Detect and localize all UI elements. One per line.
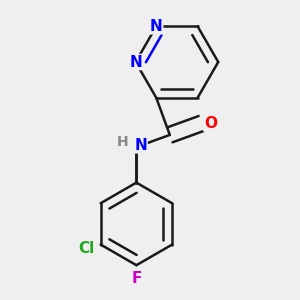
Text: O: O [204, 116, 217, 131]
Text: Cl: Cl [78, 241, 94, 256]
Text: N: N [150, 19, 163, 34]
Text: N: N [134, 138, 147, 153]
Text: N: N [129, 55, 142, 70]
Text: H: H [117, 135, 129, 149]
Text: F: F [131, 271, 142, 286]
